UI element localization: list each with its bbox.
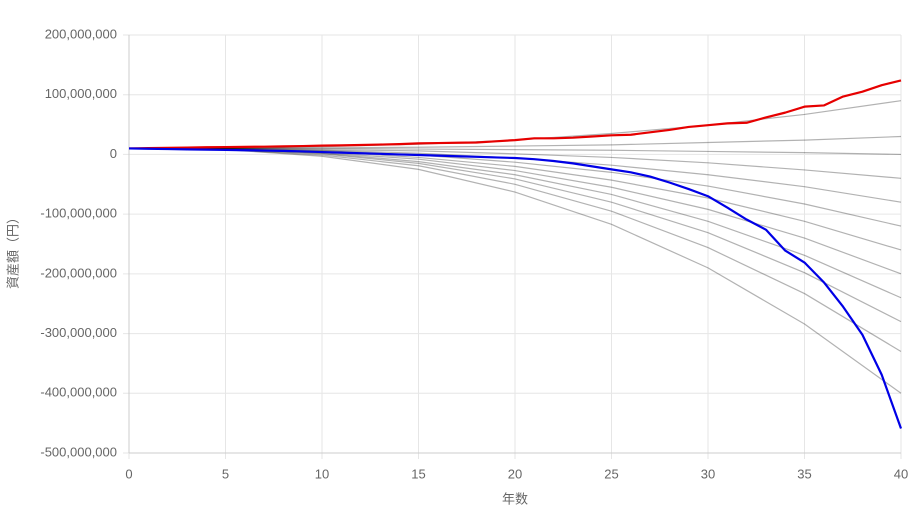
x-tick-label: 25: [604, 466, 618, 481]
series-line: [129, 135, 902, 150]
series-line: [128, 79, 902, 150]
y-tick-label: -300,000,000: [40, 325, 117, 340]
y-tick-label: -200,000,000: [40, 265, 117, 280]
x-tick-label: 30: [701, 466, 715, 481]
series-line: [129, 147, 902, 156]
series-line: [128, 147, 903, 429]
y-tick-label: 100,000,000: [45, 86, 117, 101]
y-tick-label: -100,000,000: [40, 206, 117, 221]
x-tick-label: 35: [797, 466, 811, 481]
x-tick-label: 20: [508, 466, 522, 481]
series-line: [128, 147, 902, 394]
series-line: [129, 147, 902, 179]
y-tick-label: -500,000,000: [40, 444, 117, 459]
x-tick-label: 15: [411, 466, 425, 481]
x-tick-label: 5: [222, 466, 229, 481]
y-tick-label: -400,000,000: [40, 385, 117, 400]
x-tick-label: 10: [315, 466, 329, 481]
x-axis-title: 年数: [502, 491, 528, 506]
y-tick-label: 0: [110, 146, 117, 161]
y-axis-title: 資産額（円）: [5, 211, 20, 289]
x-tick-label: 0: [125, 466, 132, 481]
y-tick-label: 200,000,000: [45, 26, 117, 41]
x-tick-label: 40: [894, 466, 908, 481]
